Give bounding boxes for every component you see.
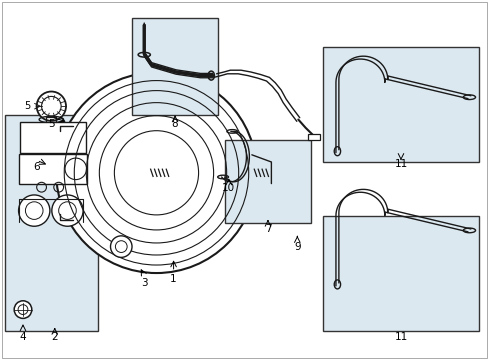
- Circle shape: [56, 73, 256, 273]
- Bar: [20, 122, 85, 153]
- Text: 3: 3: [141, 278, 147, 288]
- Text: 11: 11: [393, 159, 407, 169]
- Text: 1: 1: [170, 274, 177, 284]
- Text: 7: 7: [264, 224, 271, 234]
- Bar: [132, 18, 217, 115]
- Bar: [322, 216, 478, 331]
- Bar: [224, 140, 310, 223]
- Bar: [19, 154, 87, 184]
- Circle shape: [37, 91, 66, 121]
- Bar: [322, 47, 478, 162]
- Text: 2: 2: [51, 332, 58, 342]
- Text: 6: 6: [33, 162, 40, 172]
- Text: 5: 5: [48, 119, 55, 129]
- Text: 5: 5: [24, 101, 30, 111]
- Circle shape: [19, 195, 50, 226]
- Bar: [307, 134, 320, 140]
- Text: 8: 8: [171, 119, 178, 129]
- Circle shape: [14, 301, 32, 318]
- Text: 11: 11: [393, 332, 407, 342]
- Text: 4: 4: [20, 332, 26, 342]
- Circle shape: [110, 236, 132, 257]
- Bar: [5, 115, 98, 331]
- Text: 10: 10: [222, 183, 235, 193]
- Text: 9: 9: [293, 242, 300, 252]
- Circle shape: [52, 195, 83, 226]
